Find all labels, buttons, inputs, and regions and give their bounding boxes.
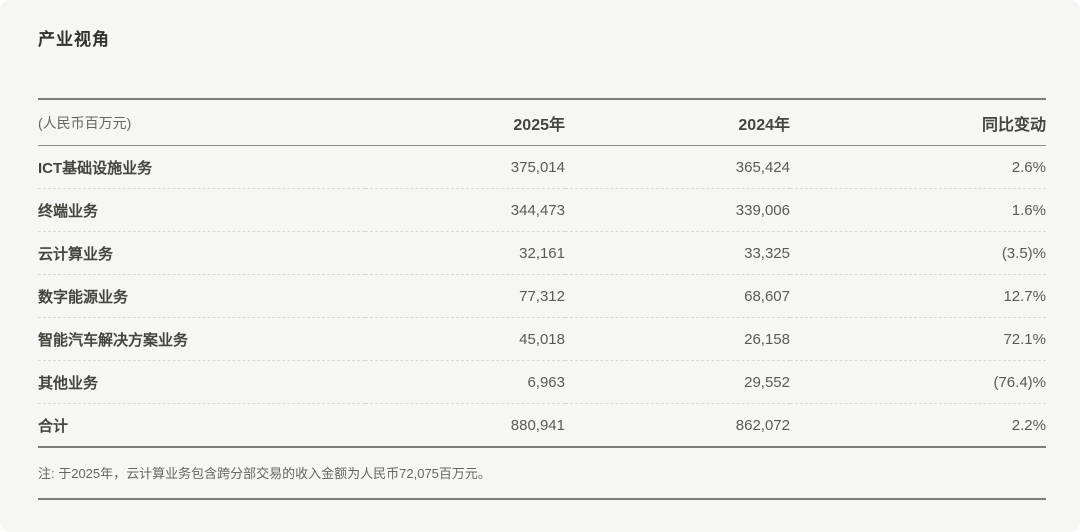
row-value-2024: 33,325 bbox=[565, 231, 790, 275]
table-row-cloud: 云计算业务 32,161 33,325 (3.5)% bbox=[38, 231, 1046, 275]
row-value-2025: 45,018 bbox=[365, 317, 565, 361]
row-value-2025: 375,014 bbox=[365, 145, 565, 189]
row-value-2024: 339,006 bbox=[565, 188, 790, 232]
column-header-2025: 2025年 bbox=[365, 99, 565, 146]
row-label: 数字能源业务 bbox=[38, 274, 365, 318]
row-value-2025: 77,312 bbox=[365, 274, 565, 318]
total-label: 合计 bbox=[38, 403, 365, 448]
total-value-yoy: 2.2% bbox=[790, 403, 1046, 448]
row-value-2025: 344,473 bbox=[365, 188, 565, 232]
total-value-2025: 880,941 bbox=[365, 403, 565, 448]
row-label: 终端业务 bbox=[38, 188, 365, 232]
row-value-yoy: (76.4)% bbox=[790, 360, 1046, 404]
row-value-yoy: 72.1% bbox=[790, 317, 1046, 361]
row-value-2024: 68,607 bbox=[565, 274, 790, 318]
table-row-digital-power: 数字能源业务 77,312 68,607 12.7% bbox=[38, 274, 1046, 318]
column-header-2024: 2024年 bbox=[565, 99, 790, 146]
row-value-2024: 29,552 bbox=[565, 360, 790, 404]
total-value-2024: 862,072 bbox=[565, 403, 790, 448]
industry-segment-table: (人民币百万元) 2025年 2024年 同比变动 ICT基础设施业务 375,… bbox=[38, 98, 1046, 448]
table-header-row: (人民币百万元) 2025年 2024年 同比变动 bbox=[38, 99, 1046, 146]
row-label: 云计算业务 bbox=[38, 231, 365, 275]
footnote: 注: 于2025年，云计算业务包含跨分部交易的收入金额为人民币72,075百万元… bbox=[38, 448, 1046, 500]
row-value-yoy: 1.6% bbox=[790, 188, 1046, 232]
column-header-yoy: 同比变动 bbox=[790, 99, 1046, 146]
table-row-others: 其他业务 6,963 29,552 (76.4)% bbox=[38, 360, 1046, 404]
row-value-yoy: (3.5)% bbox=[790, 231, 1046, 275]
row-value-2025: 6,963 bbox=[365, 360, 565, 404]
row-label: 其他业务 bbox=[38, 360, 365, 404]
table-row-intelligent-automotive: 智能汽车解决方案业务 45,018 26,158 72.1% bbox=[38, 317, 1046, 361]
row-value-yoy: 2.6% bbox=[790, 145, 1046, 189]
row-label: 智能汽车解决方案业务 bbox=[38, 317, 365, 361]
table-row-total: 合计 880,941 862,072 2.2% bbox=[38, 403, 1046, 448]
table-row-devices: 终端业务 344,473 339,006 1.6% bbox=[38, 188, 1046, 232]
page-title: 产业视角 bbox=[38, 30, 110, 49]
row-value-yoy: 12.7% bbox=[790, 274, 1046, 318]
unit-label: (人民币百万元) bbox=[38, 99, 365, 146]
row-value-2025: 32,161 bbox=[365, 231, 565, 275]
row-value-2024: 365,424 bbox=[565, 145, 790, 189]
table-row-ict: ICT基础设施业务 375,014 365,424 2.6% bbox=[38, 145, 1046, 189]
row-label: ICT基础设施业务 bbox=[38, 145, 365, 189]
row-value-2024: 26,158 bbox=[565, 317, 790, 361]
